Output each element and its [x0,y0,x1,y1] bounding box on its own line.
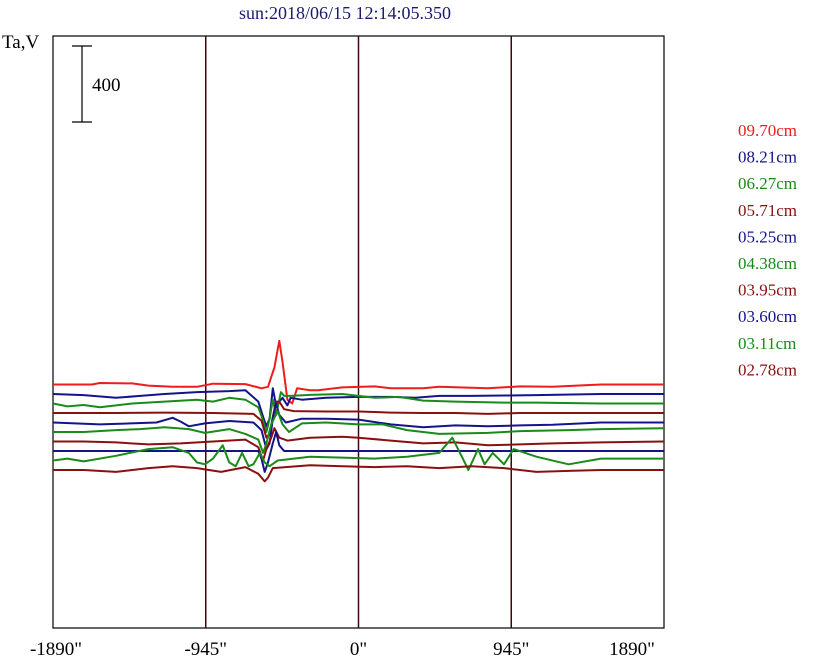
legend-entry: 09.70cm [738,121,797,140]
series-trace-03.60cm [53,431,664,473]
x-tick-label: 945" [493,639,529,660]
legend-entry: 03.11cm [738,334,796,353]
legend-entry: 05.25cm [738,227,797,246]
series-trace-06.27cm [52,391,664,433]
series-layer [52,339,665,483]
legend-entry: 08.21cm [738,148,797,167]
legend-entry: 03.60cm [738,307,797,326]
series-trace-03.11cm [52,436,664,471]
series-trace-05.25cm [52,402,664,451]
series-trace-03.95cm [53,427,665,462]
legend: 09.70cm 08.21cm 06.27cm 05.71cm 05.25cm 04.38… [738,121,797,379]
x-axis-ticks: -1890" -945" 0" 945" 1890" [30,639,655,660]
y-axis-label: Ta,V [2,32,39,53]
chart-title: sun:2018/06/15 12:14:05.350 [239,3,451,23]
x-tick-label: -1890" [30,639,82,660]
legend-entry: 04.38cm [738,254,797,273]
vertical-gridlines [205,36,512,628]
legend-entry: 06.27cm [738,174,797,193]
series-trace-04.38cm [53,410,665,454]
legend-entry: 03.95cm [738,281,797,300]
x-tick-label: 1890" [609,639,655,660]
x-tick-label: -945" [184,639,227,660]
series-trace-02.78cm [53,464,664,483]
series-trace-05.71cm [53,400,664,439]
x-tick-label: 0" [350,639,367,660]
scale-bar-label: 400 [92,75,121,96]
series-trace-09.70cm [53,339,664,405]
scale-bar: 400 [72,45,121,123]
legend-entry: 05.71cm [738,201,797,220]
legend-entry: 02.78cm [738,360,797,379]
